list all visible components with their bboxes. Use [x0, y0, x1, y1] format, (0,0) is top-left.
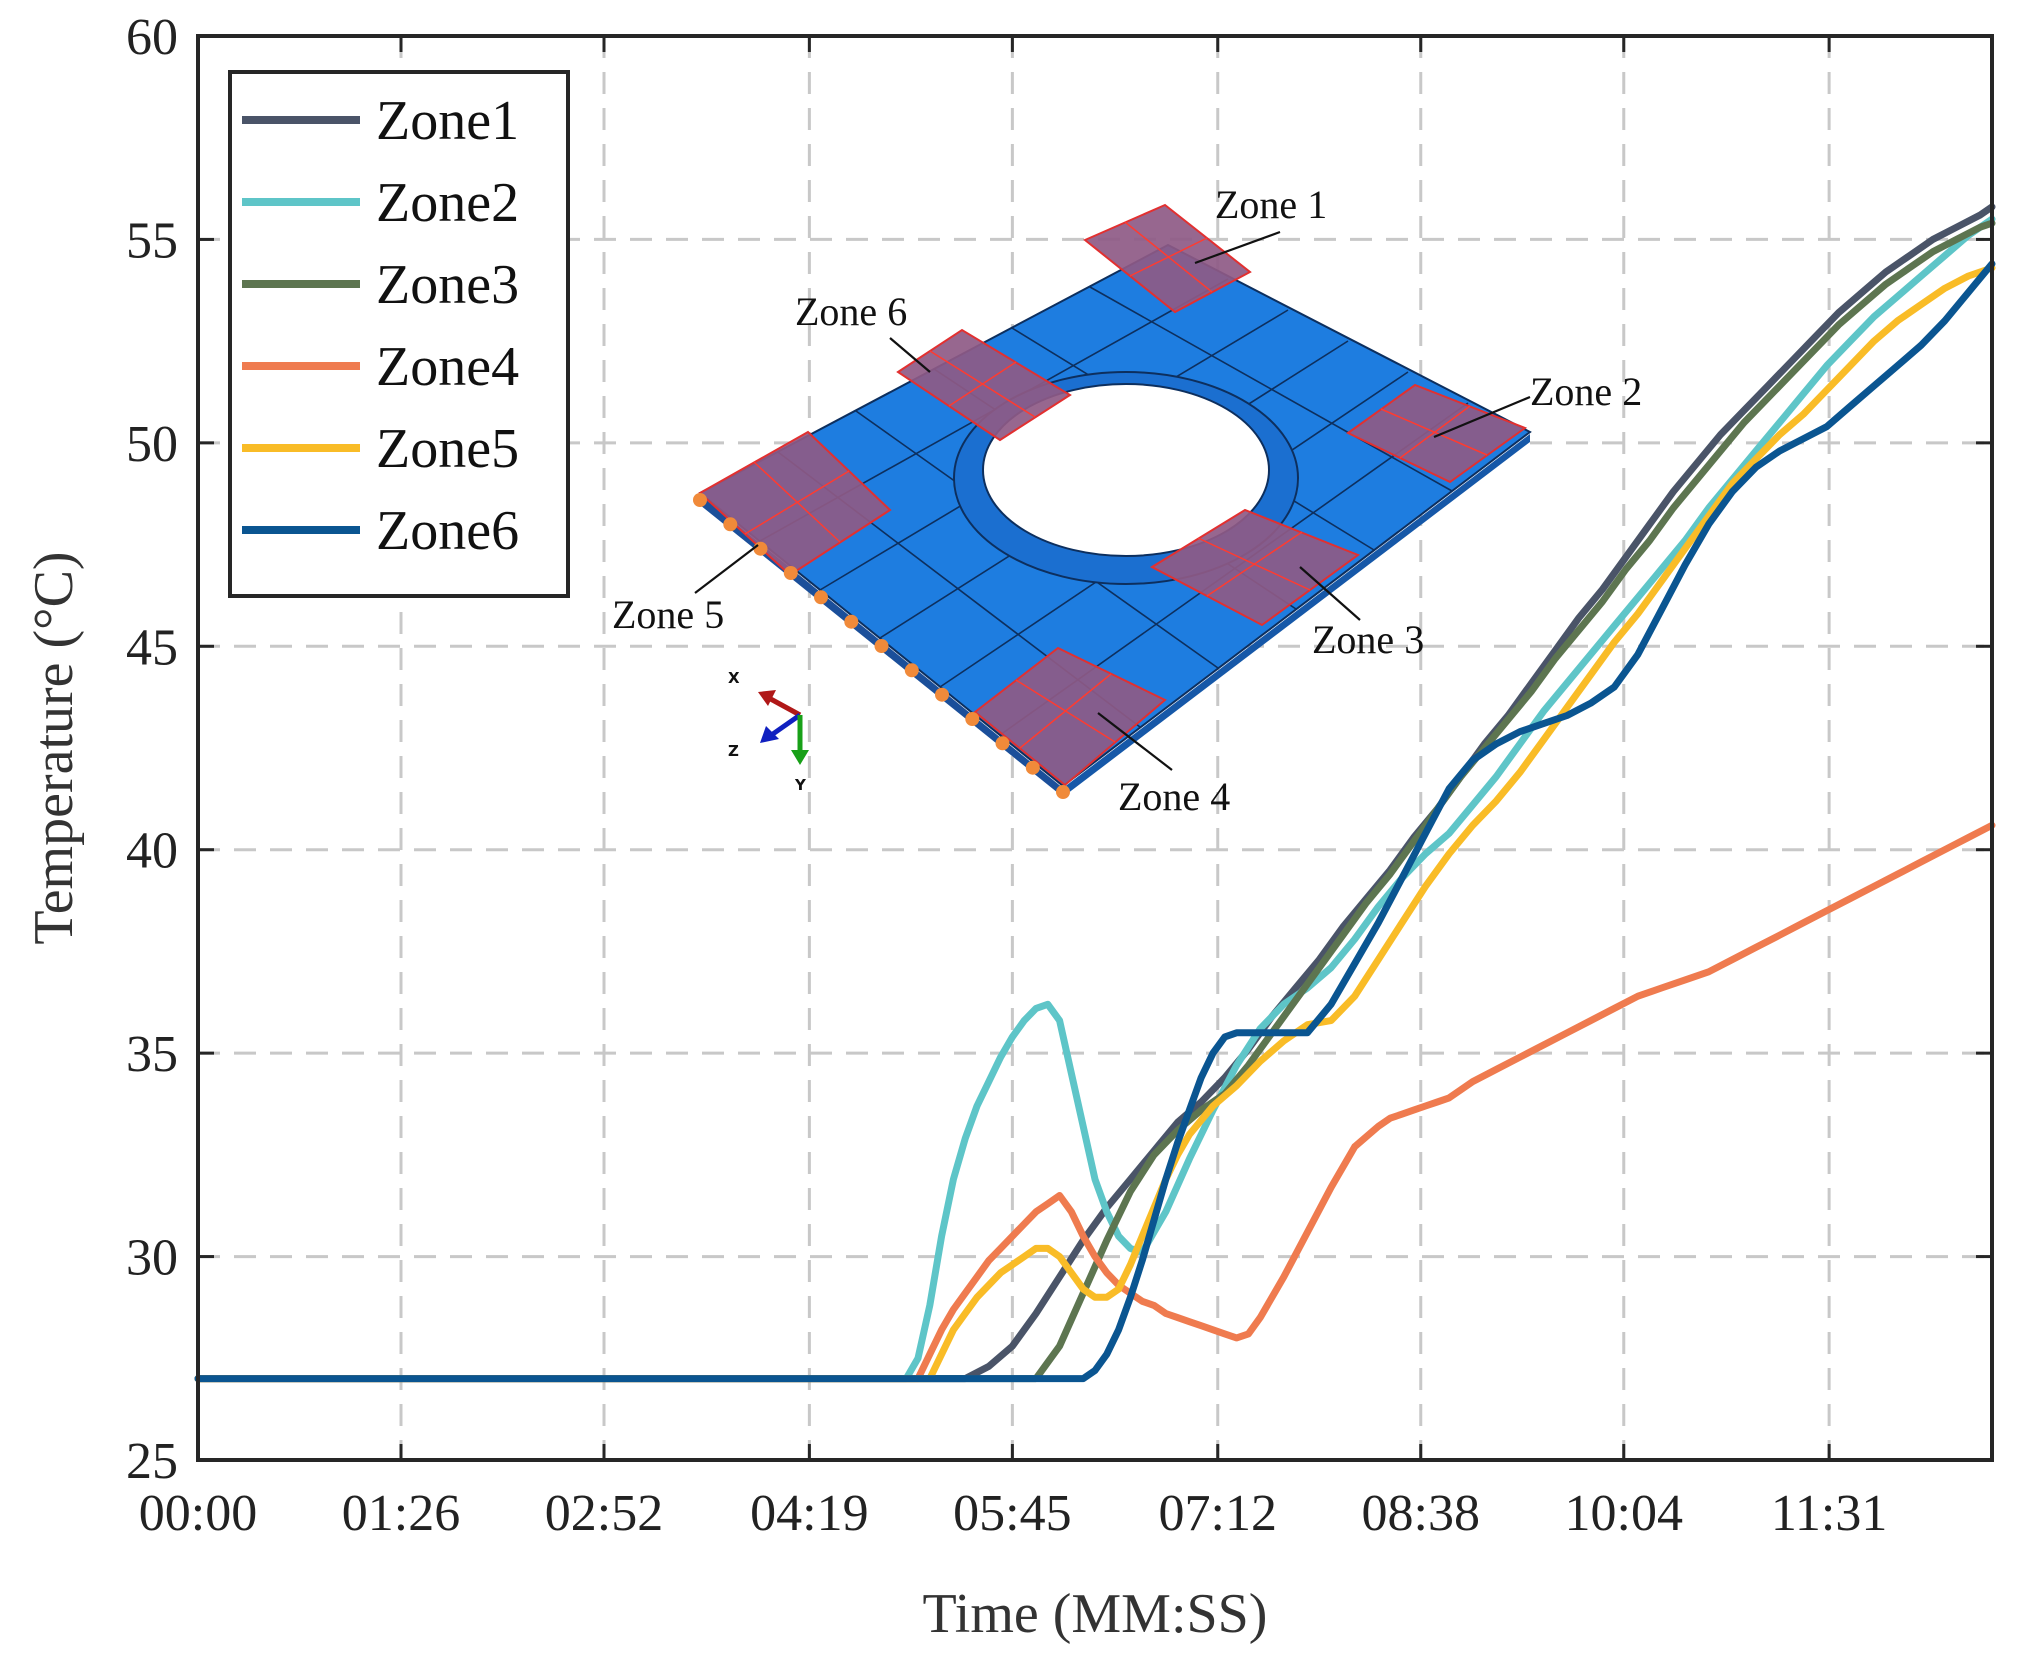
x-tick-label: 10:04 — [1565, 1485, 1683, 1542]
inset-label-zone2: Zone 2 — [1530, 369, 1642, 414]
legend-label-zone6: Zone6 — [376, 500, 519, 562]
x-tick-label: 01:26 — [342, 1485, 460, 1542]
inset-label-zone3: Zone 3 — [1312, 617, 1424, 662]
legend-label-zone2: Zone2 — [376, 172, 519, 234]
y-axis-title: Temperature (°C) — [23, 551, 85, 944]
y-tick-label: 60 — [126, 9, 178, 66]
legend-label-zone5: Zone5 — [376, 418, 519, 480]
triad-z-letter: Z — [728, 742, 739, 760]
zone4-patch — [973, 646, 1167, 787]
x-axis-title: Time (MM:SS) — [923, 1583, 1268, 1645]
axis-ticks — [196, 34, 1992, 1462]
boundary-marker — [783, 566, 798, 580]
series-line-zone2 — [194, 215, 1996, 1383]
y-tick-label: 50 — [126, 416, 178, 473]
boundary-marker — [693, 493, 707, 507]
x-tick-label: 04:19 — [750, 1485, 868, 1542]
y-tick-label: 35 — [126, 1026, 178, 1083]
tick-labels: 00:00 01:26 02:52 04:19 05:45 07:12 08:38 10:04… — [126, 9, 1887, 1542]
series-line-zone3 — [194, 219, 1996, 1383]
plot-frame — [196, 34, 1994, 1462]
legend-box — [228, 70, 570, 598]
boundary-marker — [723, 517, 738, 532]
boundary-marker — [874, 639, 889, 653]
triad-x-letter: X — [728, 669, 740, 687]
boundary-marker — [844, 614, 859, 629]
x-tick-label: 00:00 — [139, 1485, 257, 1542]
inset-label-zone6: Zone 6 — [795, 289, 907, 334]
leader-lines — [694, 230, 1531, 771]
zone3-patch — [1149, 508, 1361, 627]
x-tick-label: 07:12 — [1159, 1485, 1277, 1542]
x-tick-label: 02:52 — [545, 1485, 663, 1542]
fe-model-inset: Zone 1 Zone 2 Zone 3 Zone 4 Zone 5 Zone … — [612, 182, 1642, 819]
x-tick-label: 05:45 — [953, 1485, 1071, 1542]
legend-label-zone3: Zone3 — [376, 254, 519, 316]
zone1-patch — [1083, 203, 1252, 314]
boundary-marker — [1025, 760, 1040, 775]
series-line-zone6 — [194, 260, 1996, 1383]
legend: Zone1 Zone2 Zone3 Zone4 Zone5 Zone6 — [228, 70, 570, 598]
inset-label-zone1: Zone 1 — [1215, 182, 1327, 227]
plate-right-edge — [1063, 434, 1530, 797]
data-series — [194, 203, 1996, 1383]
boundary-marker — [1056, 785, 1070, 799]
x-tick-label: 08:38 — [1362, 1485, 1480, 1542]
legend-label-zone4: Zone4 — [376, 336, 519, 398]
y-tick-label: 25 — [126, 1433, 178, 1490]
y-tick-label: 45 — [126, 619, 178, 676]
y-tick-label: 40 — [126, 823, 178, 880]
y-tick-label: 55 — [126, 212, 178, 269]
triad-y-letter: Y — [794, 776, 807, 794]
boundary-marker — [995, 736, 1010, 751]
zone-patch-grid — [744, 221, 1488, 749]
series-line-zone4 — [194, 821, 1996, 1383]
coordinate-triad-icon: X Z Y — [728, 669, 809, 794]
boundary-marker — [904, 663, 919, 678]
inset-label-zone4: Zone 4 — [1118, 774, 1230, 819]
boundary-marker — [753, 541, 768, 556]
y-tick-label: 30 — [126, 1230, 178, 1287]
boundary-marker — [814, 590, 828, 605]
boundary-marker — [965, 712, 980, 726]
boundary-marker — [935, 687, 949, 702]
boundary-markers — [693, 493, 1070, 799]
plate-hole — [982, 383, 1270, 557]
x-tick-label: 11:31 — [1771, 1485, 1888, 1542]
inset-label-zone5: Zone 5 — [612, 592, 724, 637]
legend-label-zone1: Zone1 — [376, 90, 519, 152]
